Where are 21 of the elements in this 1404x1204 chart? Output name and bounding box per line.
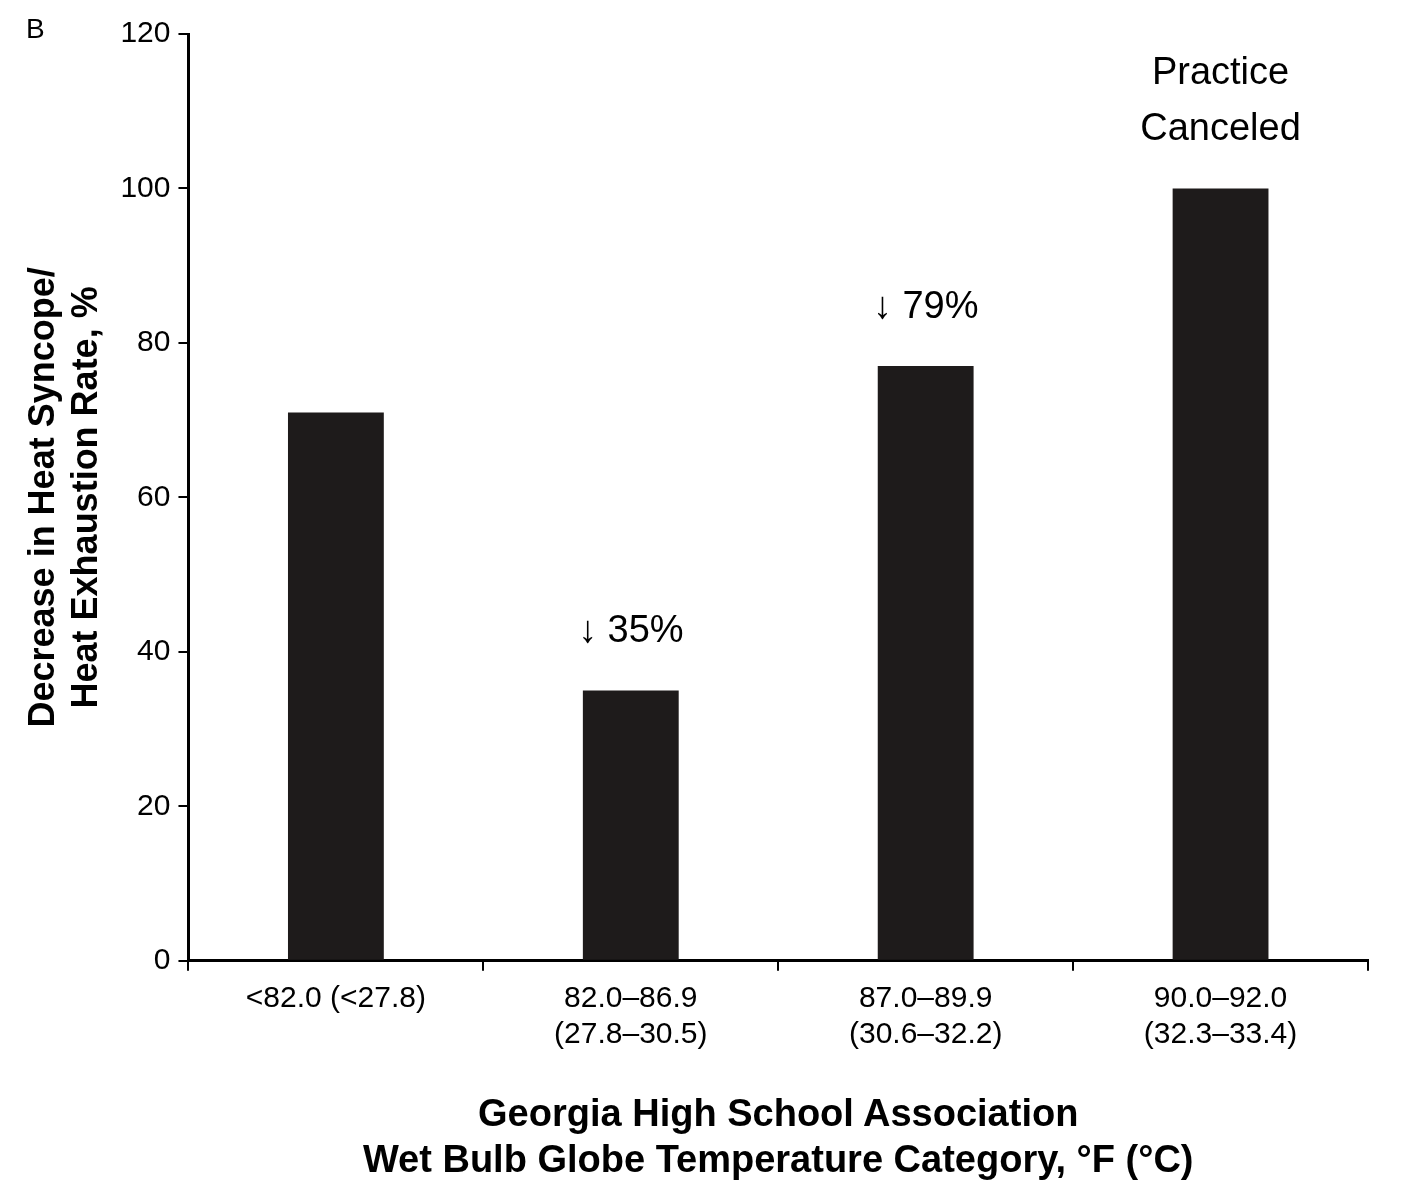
x-axis-title: Georgia High School Association Wet Bulb Globe Temperature Category, °F (°C) bbox=[362, 1092, 1194, 1180]
y-tick-label: 100 bbox=[120, 169, 171, 203]
bar bbox=[582, 690, 679, 960]
y-tick-label: 20 bbox=[137, 787, 171, 821]
x-tick-label: <82.0 (<27.8) bbox=[245, 980, 426, 1014]
y-tick-label: 40 bbox=[137, 633, 171, 667]
y-tick-label: 60 bbox=[137, 478, 171, 512]
bar bbox=[877, 366, 974, 960]
bar bbox=[1172, 188, 1269, 960]
annotation: ↓ 79% bbox=[872, 283, 979, 326]
y-tick-label: 0 bbox=[153, 942, 171, 976]
annotation: ↓ 35% bbox=[577, 607, 684, 650]
x-tick-label: 87.0–89.9 (30.6–32.2) bbox=[848, 980, 1003, 1050]
y-axis-title: Decrease in Heat Syncope/ Heat Exhaustion Rate, % bbox=[20, 267, 105, 728]
y-tick-label: 80 bbox=[137, 324, 171, 358]
text: B bbox=[26, 12, 45, 44]
x-tick-label: 90.0–92.0 (32.3–33.4) bbox=[1143, 980, 1298, 1050]
annotation: Practice Canceled bbox=[1140, 49, 1301, 148]
y-tick-label: 120 bbox=[120, 15, 171, 49]
x-tick-label: 82.0–86.9 (27.8–30.5) bbox=[554, 980, 708, 1050]
bar bbox=[287, 412, 384, 960]
